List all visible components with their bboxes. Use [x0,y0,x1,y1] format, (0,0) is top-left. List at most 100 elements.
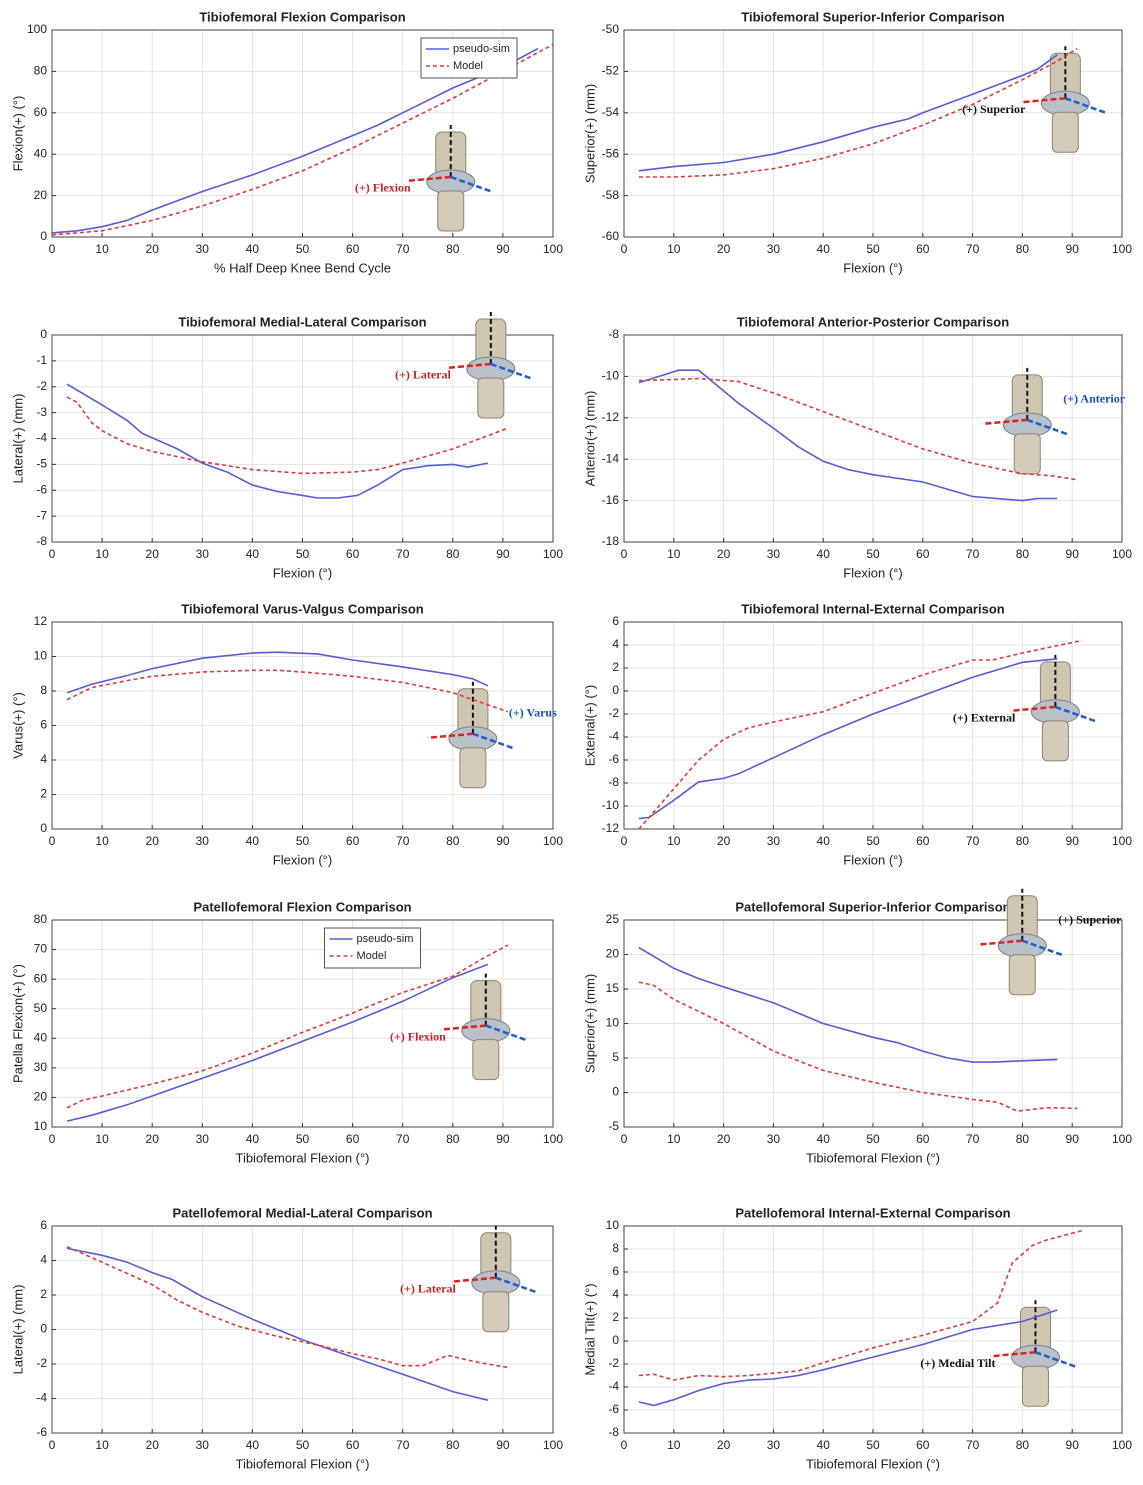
legend-label: pseudo-sim [357,933,414,945]
y-tick-label: 40 [34,1030,48,1044]
y-axis-label: External(+) (°) [582,685,597,766]
knee-tibia [483,1292,509,1332]
y-tick-label: -54 [602,105,620,119]
x-tick-label: 20 [717,1438,731,1452]
x-tick-label: 50 [296,1132,310,1146]
y-tick-label: 12 [34,614,48,628]
y-tick-label: -2 [36,1356,47,1370]
x-tick-label: 90 [496,547,510,561]
y-tick-label: 70 [34,942,48,956]
x-tick-label: 40 [817,834,831,848]
x-tick-label: 20 [146,547,160,561]
y-tick-label: 0 [612,683,619,697]
x-tick-label: 90 [1066,242,1080,256]
x-tick-label: 80 [446,547,460,561]
x-tick-label: 60 [346,242,360,256]
y-tick-label: -14 [602,451,620,465]
x-tick-label: 0 [621,242,628,256]
y-tick-label: 15 [606,981,620,995]
annotation: (+) Lateral [400,1282,456,1296]
y-tick-label: 2 [612,1310,619,1324]
x-tick-label: 10 [95,1438,109,1452]
x-tick-label: 0 [621,834,628,848]
figure: 0204060801000102030405060708090100Tibiof… [0,0,1143,1485]
annotation: (+) Flexion [390,1029,446,1043]
x-tick-label: 10 [667,1438,681,1452]
y-tick-label: -6 [36,1425,47,1439]
y-tick-label: 8 [40,683,47,697]
knee-tibia [1014,434,1040,474]
y-tick-label: -5 [36,457,47,471]
chart-title: Patellofemoral Internal-External Compari… [735,1205,1010,1220]
x-tick-label: 10 [667,1132,681,1146]
x-tick-label: 70 [396,1438,410,1452]
x-tick-label: 20 [717,834,731,848]
x-tick-label: 70 [966,834,980,848]
y-tick-label: 2 [40,1287,47,1301]
y-axis-label: Medial Tilt(+) (°) [582,1283,597,1375]
x-tick-label: 100 [1112,1132,1132,1146]
x-tick-label: 0 [621,1132,628,1146]
x-tick-label: 30 [196,834,210,848]
y-axis-label: Patella Flexion(+) (°) [10,964,25,1083]
y-tick-label: -10 [602,798,620,812]
y-axis-label: Lateral(+) (mm) [10,1285,25,1375]
x-tick-label: 50 [866,547,880,561]
x-tick-label: 30 [767,1438,781,1452]
y-axis-label: Anterior(+) (mm) [582,391,597,487]
x-tick-label: 30 [767,547,781,561]
x-tick-label: 40 [817,547,831,561]
annotation: (+) Lateral [395,368,451,382]
y-tick-label: 6 [40,718,47,732]
y-tick-label: 4 [612,1287,619,1301]
x-tick-label: 0 [49,242,56,256]
chart: -18-16-14-12-10-80102030405060708090100T… [582,314,1132,580]
y-tick-label: -4 [608,1379,619,1393]
y-tick-label: -6 [36,482,47,496]
annotation: (+) Medial Tilt [920,1356,995,1370]
x-tick-label: 90 [1066,1438,1080,1452]
y-tick-label: -8 [608,1425,619,1439]
x-tick-label: 40 [246,547,260,561]
y-tick-label: 10 [606,1016,620,1030]
x-axis-label: Tibiofemoral Flexion (°) [235,1150,369,1165]
x-axis-label: Flexion (°) [843,565,902,580]
y-tick-label: -50 [602,22,620,36]
knee-tibia [460,748,486,788]
chart-title: Tibiofemoral Anterior-Posterior Comparis… [737,314,1009,329]
x-axis-label: Flexion (°) [273,565,332,580]
chart-title: Tibiofemoral Superior-Inferior Compariso… [741,9,1004,24]
x-tick-label: 60 [346,834,360,848]
knee-tibia [473,1040,499,1080]
x-tick-label: 70 [966,1132,980,1146]
x-tick-label: 50 [866,834,880,848]
y-tick-label: 6 [612,1264,619,1278]
x-tick-label: 10 [95,834,109,848]
y-tick-label: -7 [36,508,47,522]
x-tick-label: 70 [396,834,410,848]
x-axis-label: Flexion (°) [273,852,332,867]
x-tick-label: 40 [817,242,831,256]
x-tick-label: 100 [543,834,563,848]
x-tick-label: 40 [246,834,260,848]
x-tick-label: 30 [767,834,781,848]
y-tick-label: 0 [612,1333,619,1347]
x-tick-label: 20 [717,1132,731,1146]
x-tick-label: 40 [817,1438,831,1452]
x-tick-label: 0 [621,1438,628,1452]
y-tick-label: 80 [34,64,48,78]
x-tick-label: 100 [543,242,563,256]
chart: -60-58-56-54-52-500102030405060708090100… [582,9,1132,275]
x-tick-label: 40 [246,1438,260,1452]
y-tick-label: 0 [40,821,47,835]
x-tick-label: 20 [717,547,731,561]
legend-label: pseudo-sim [453,43,510,55]
legend-label: Model [453,60,483,72]
x-tick-label: 80 [446,834,460,848]
x-tick-label: 70 [396,242,410,256]
x-tick-label: 100 [1112,834,1132,848]
y-tick-label: -4 [36,431,47,445]
